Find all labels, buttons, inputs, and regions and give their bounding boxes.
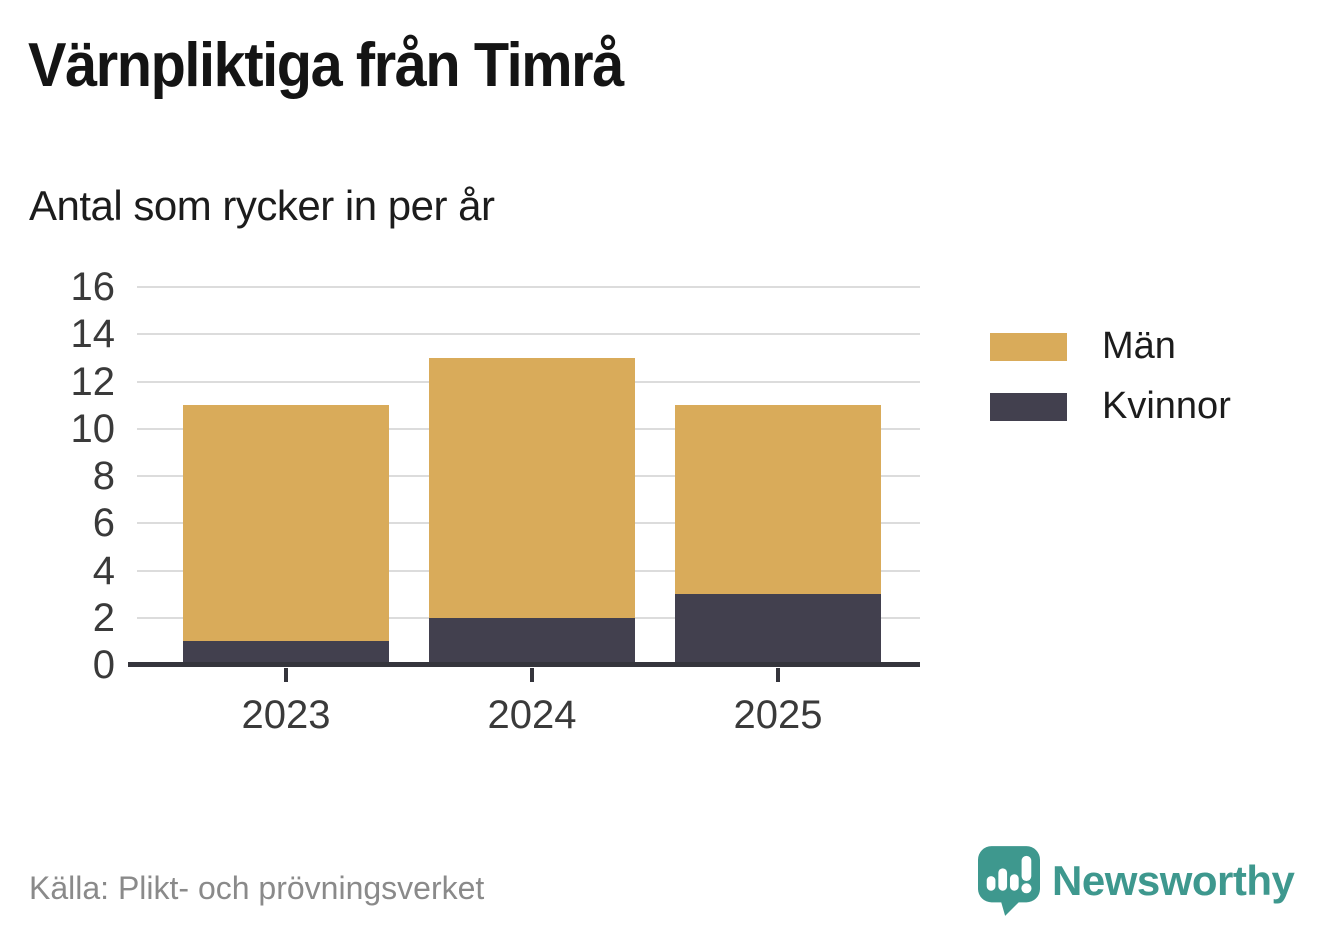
bar-2024-kvinnor bbox=[429, 617, 635, 665]
x-tick-2025 bbox=[776, 668, 780, 682]
y-tick-label-14: 14 bbox=[70, 312, 116, 357]
x-tick-2023 bbox=[284, 668, 288, 682]
legend-item-män: Män bbox=[990, 325, 1231, 368]
x-tick-label-2025: 2025 bbox=[733, 693, 823, 737]
brand-name: Newsworthy bbox=[1052, 857, 1295, 904]
bar-2023-kvinnor bbox=[183, 641, 389, 665]
bar-2025-kvinnor bbox=[675, 594, 881, 665]
y-tick-label-10: 10 bbox=[70, 406, 116, 451]
x-axis-line bbox=[128, 662, 920, 667]
legend-swatch-män bbox=[990, 332, 1067, 361]
y-tick-label-16: 16 bbox=[70, 265, 116, 309]
gridline-y-16 bbox=[137, 286, 920, 288]
newsworthy-brand: Newsworthy bbox=[978, 846, 1295, 916]
x-tick-2024 bbox=[530, 668, 534, 682]
y-tick-label-6: 6 bbox=[92, 501, 115, 546]
legend-label-kvinnor: Kvinnor bbox=[1102, 385, 1231, 427]
chart-title: Värnpliktiga från Timrå bbox=[28, 31, 624, 100]
plot-area: 2023 2024 2025 bbox=[128, 286, 920, 737]
legend-label-män: Män bbox=[1102, 325, 1176, 367]
bar-2024-män bbox=[429, 357, 635, 618]
y-axis-labels: 0 2 4 6 8 10 12 14 16 bbox=[0, 265, 116, 687]
legend: Män Kvinnor bbox=[990, 325, 1231, 428]
bar-2023-män bbox=[183, 405, 389, 642]
y-tick-label-4: 4 bbox=[92, 548, 115, 593]
y-tick-label-0: 0 bbox=[92, 643, 115, 687]
source-note: Källa: Plikt- och prövningsverket bbox=[29, 870, 485, 906]
newsworthy-logo-icon bbox=[978, 846, 1040, 916]
y-tick-label-12: 12 bbox=[70, 359, 116, 404]
y-tick-label-8: 8 bbox=[92, 454, 115, 498]
y-tick-label-2: 2 bbox=[92, 595, 115, 640]
bar-2025-män bbox=[675, 405, 881, 595]
gridline-y-14 bbox=[137, 333, 920, 336]
legend-item-kvinnor: Kvinnor bbox=[990, 385, 1231, 428]
legend-swatch-kvinnor bbox=[990, 392, 1067, 421]
x-tick-label-2023: 2023 bbox=[241, 693, 331, 737]
chart-subtitle: Antal som rycker in per år bbox=[29, 182, 495, 229]
x-tick-label-2024: 2024 bbox=[487, 693, 577, 737]
